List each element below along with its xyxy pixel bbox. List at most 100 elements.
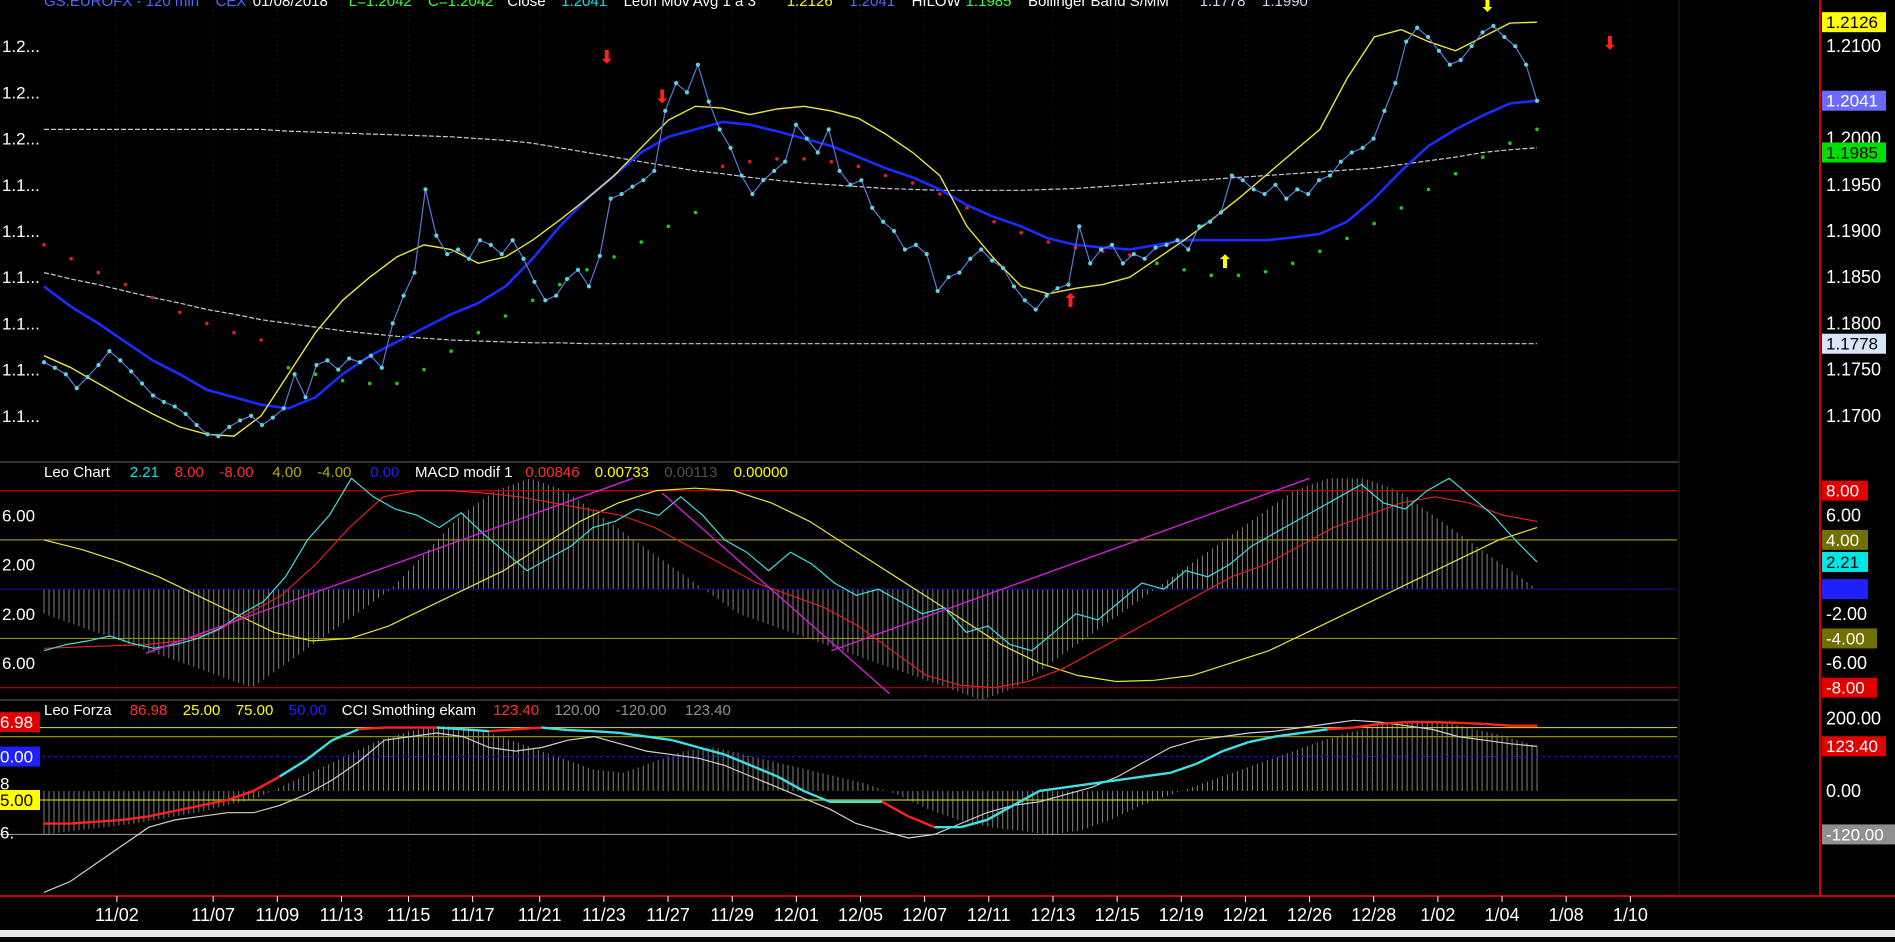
leo-forza-segment [148,809,176,818]
close-price-point [652,168,657,174]
date-tick-label: 11/27 [646,905,690,925]
psar-up-dot [422,367,426,372]
psar-down-dot [992,219,996,224]
leo-forza-segment [1143,771,1171,778]
close-price-point [1534,98,1540,103]
psar-up-dot [1209,273,1214,278]
psar-down-dot [150,295,155,300]
left-price-tick: 1.2... [2,83,40,102]
close-price-point [368,353,374,358]
psar-up-dot [1182,268,1186,272]
date-tick-label: 11/29 [710,905,754,925]
leo-value-label: -4.00 [1826,629,1865,648]
close-price-point [684,90,690,95]
close-price-point [63,372,68,377]
price-value-label: 1.2126 [1826,13,1878,32]
price-value-label-bg [1822,142,1886,163]
date-tick-label: 11/07 [191,905,235,925]
close-price-point [1404,39,1409,44]
close-price-point [902,247,908,252]
left-price-tick: 1.1... [2,407,40,426]
close-price-point [761,178,766,183]
leo-signal-line[interactable] [43,487,1538,683]
close-price-point [619,191,624,197]
leo-forza-segment [174,804,202,813]
left-price-tick: 1.1... [2,361,40,380]
price-header-item: Leon Mov Avg 1 a 3 [624,0,756,10]
date-tick-label: 12/07 [902,905,947,925]
close-price-point [1011,284,1017,289]
psar-up-dot [1236,273,1241,278]
close-price-point [575,267,581,272]
leo-chart-line[interactable] [43,477,1538,652]
close-price-point [1088,261,1093,266]
bottom-scrollbar[interactable] [0,930,1895,937]
close-price-line[interactable] [43,25,1538,437]
leo-forza-segment [1117,775,1145,782]
close-price-point [1327,173,1333,178]
close-price-point [1447,62,1452,67]
leo-header-item: 2.21 [130,464,159,481]
leo-forza-segment [1353,722,1381,729]
leo-axis-tick: -2.00 [1826,604,1867,624]
leo-forza-segment [1274,731,1302,738]
leo-forza-segment [436,726,464,731]
leo-header-item: -4.00 [317,464,351,481]
leo-forza-segment [907,815,936,829]
close-price-point [139,381,145,386]
leo-value-label: 4.00 [1826,531,1859,550]
psar-up-dot [1318,249,1322,254]
bollinger-upper-line[interactable] [44,128,1538,191]
close-price-point [881,219,886,224]
psar-down-dot [829,159,834,164]
psar-up-dot [693,210,698,215]
price-value-label: 1.1778 [1826,335,1878,354]
leon-mov-avg-line[interactable] [43,21,1538,437]
close-price-point [695,62,700,67]
trendline[interactable] [831,477,1310,652]
bollinger-lower-line[interactable] [43,272,1537,345]
leo-forza-segment [1248,735,1276,744]
close-price-point [782,159,788,164]
forza-left-label-bg [0,746,40,767]
close-price-point [608,196,613,201]
close-price-point [1066,282,1071,287]
leo-forza-segment [70,820,97,825]
leo-forza-segment [252,775,281,792]
leo-forza-segment [698,746,726,756]
psar-up-dot [1453,171,1458,176]
close-price-point [477,238,483,243]
leo-value-label-bg [1822,480,1868,501]
close-price-point [1055,286,1060,291]
leo-forza-segment [620,731,647,738]
close-price-point [597,253,602,259]
macd-modif-line[interactable] [43,490,1538,689]
close-price-point [1033,307,1038,312]
psar-up-dot [1399,206,1404,210]
close-price-point [1480,30,1485,35]
leo-header-item: 4.00 [272,464,301,481]
trendline[interactable] [661,492,891,695]
close-price-point [1000,265,1006,271]
cci-smoothing-line[interactable] [43,719,1538,893]
date-tick-label: 1/02 [1420,905,1455,925]
hilow-line[interactable] [43,99,1538,410]
close-price-point [205,432,210,437]
close-price-point [859,178,864,183]
price-header-item: CEX [216,0,247,10]
trendline[interactable] [145,477,634,654]
close-price-point [706,99,711,104]
price-value-label: 1.2041 [1826,92,1878,111]
price-header-item: Close [507,0,545,10]
close-price-point [1295,187,1300,192]
close-price-point [804,136,809,141]
price-header-item: C=1.2042 [428,0,493,10]
price-axis-tick: 1.1850 [1826,267,1881,287]
close-price-point [663,108,668,113]
leo-forza-segment [1432,720,1459,725]
leo-forza-segment [881,800,909,818]
psar-up-dot [666,224,671,229]
close-price-point [1360,145,1365,150]
